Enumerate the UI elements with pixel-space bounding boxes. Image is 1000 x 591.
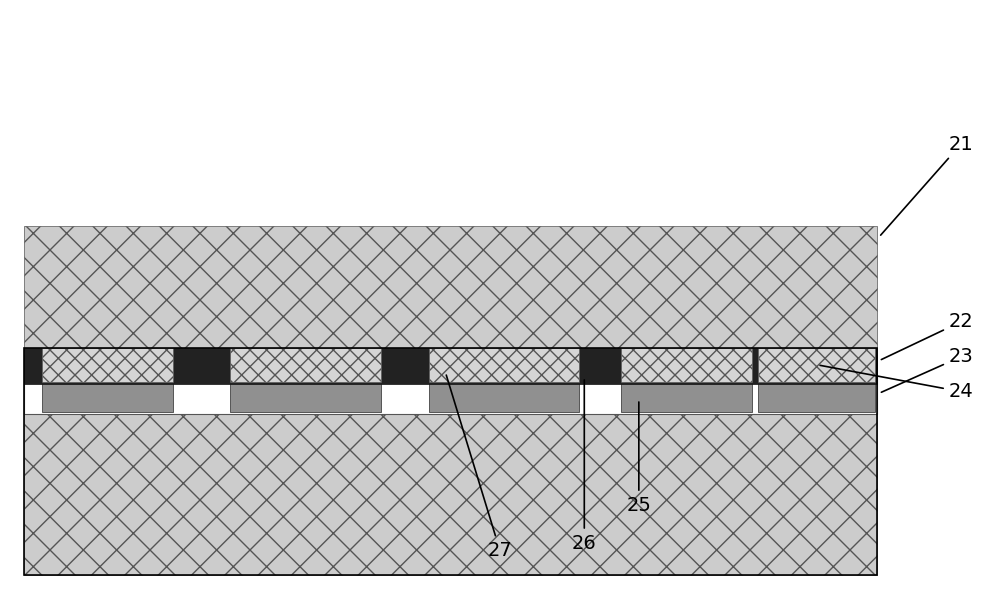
Bar [758, 378, 875, 412]
Text: 23: 23 [881, 347, 974, 392]
Text: 24: 24 [820, 365, 974, 401]
Text: 21: 21 [881, 135, 974, 235]
Text: 22: 22 [881, 312, 974, 359]
Text: 27: 27 [446, 375, 512, 560]
Text: 26: 26 [572, 380, 597, 553]
Bar [621, 348, 752, 382]
Bar [429, 348, 579, 382]
Bar [621, 378, 752, 412]
Bar [24, 355, 877, 378]
Bar [42, 348, 173, 382]
Bar [24, 226, 877, 575]
Bar [429, 378, 579, 412]
Bar [230, 348, 381, 382]
Text: 25: 25 [626, 402, 651, 515]
Bar [24, 375, 877, 414]
Bar [24, 348, 877, 384]
Bar [758, 348, 875, 382]
Bar [42, 378, 173, 412]
Bar [24, 348, 877, 575]
Bar [230, 378, 381, 412]
